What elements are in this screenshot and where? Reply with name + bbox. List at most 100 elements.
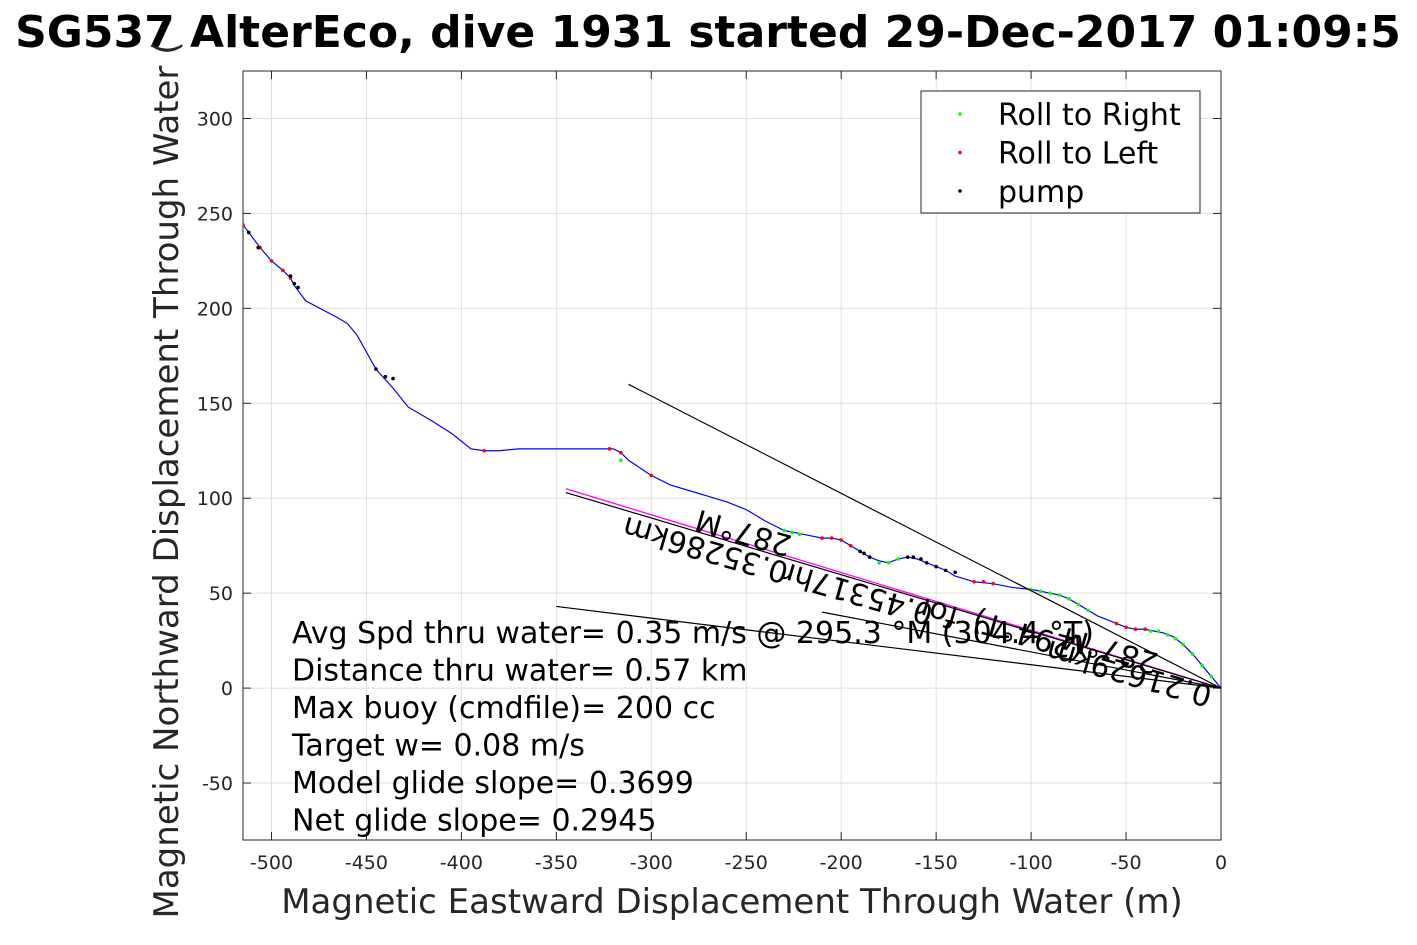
current-vector-line [822, 611, 1222, 689]
pump-marker [924, 560, 929, 565]
pump-marker [943, 568, 948, 573]
roll-left-marker [848, 543, 853, 548]
roll-left-marker [1143, 627, 1147, 632]
pump-marker [858, 549, 862, 554]
roll-left-marker [619, 450, 623, 455]
pump-marker [867, 555, 872, 559]
series [243, 223, 1221, 689]
roll-left-marker [991, 581, 995, 586]
y-axis-label: Magnetic Northward Displacement Through … [147, 42, 187, 919]
x-tick-label: -200 [820, 852, 863, 874]
roll-left-marker [829, 536, 834, 540]
roll-right-marker [1067, 597, 1071, 601]
pump-marker [296, 285, 300, 290]
plot-area-frame [242, 70, 1222, 841]
x-tick-label: 0 [1215, 852, 1227, 874]
pump-marker [288, 274, 293, 278]
roll-right-marker [1156, 629, 1161, 633]
legend-marker [958, 150, 962, 155]
legend-label: Roll to Right [998, 98, 1181, 133]
x-tick-label: -250 [725, 852, 768, 874]
roll-right-marker [1048, 591, 1052, 595]
roll-right-marker [1173, 636, 1178, 641]
roll-right-marker [1057, 593, 1062, 597]
roll-right-marker [1190, 652, 1195, 656]
stats-annotation: Max buoy (cmdfile)= 200 cc [292, 691, 716, 726]
roll-left-marker [243, 223, 245, 227]
current-vector-line [556, 605, 1222, 689]
roll-left-marker [972, 579, 976, 584]
legend-marker [958, 112, 962, 116]
roll-right-marker [1038, 589, 1043, 594]
pump-marker [905, 555, 910, 559]
x-axis-label: Magnetic Eastward Displacement Through W… [281, 882, 1183, 922]
legend-label: Roll to Left [998, 137, 1158, 172]
dive-track-line [243, 224, 1221, 689]
y-tick-label: 50 [209, 583, 233, 605]
roll-right-marker [790, 530, 794, 535]
x-tick-label: -100 [1010, 852, 1053, 874]
roll-right-marker [1148, 629, 1153, 633]
y-tick-label: 100 [197, 488, 233, 510]
roll-left-marker [1133, 627, 1138, 632]
roll-right-marker [1200, 663, 1204, 668]
y-tick-label: 300 [197, 108, 233, 130]
y-tick-label: 200 [197, 298, 233, 320]
legend-box [920, 90, 1201, 214]
legend-label: pump [998, 175, 1084, 210]
roll-right-marker [1076, 602, 1081, 607]
roll-left-marker [839, 538, 843, 542]
y-tick-label: 250 [197, 203, 233, 225]
roll-right-marker [619, 458, 623, 463]
roll-right-marker [1166, 633, 1170, 637]
roll-right-marker [782, 528, 787, 533]
pump-marker [374, 367, 378, 371]
x-tick-label: -450 [345, 852, 388, 874]
x-tick-label: -350 [535, 852, 578, 874]
roll-right-marker [1086, 608, 1090, 613]
roll-right-marker [1181, 642, 1185, 647]
annotations: Avg Spd thru water= 0.35 m/s @ 295.3 °M … [291, 616, 1094, 839]
y-tick-label: 150 [197, 393, 233, 415]
chart-title: SG537 AlterEco, dive 1931 started 29-Dec… [15, 7, 1401, 58]
pump-marker [256, 245, 260, 250]
stats-annotation: Net glide slope= 0.2945 [292, 804, 656, 839]
roll-left-marker [269, 259, 274, 263]
stats-annotation: Model glide slope= 0.3699 [292, 766, 694, 801]
pump-marker [246, 230, 251, 235]
stats-annotation: Avg Spd thru water= 0.35 m/s @ 295.3 °M … [292, 616, 1094, 651]
roll-left-marker [1124, 625, 1128, 630]
x-tick-label: -150 [915, 852, 958, 874]
pump-marker [383, 374, 388, 379]
roll-left-marker [649, 473, 654, 478]
roll-right-marker [886, 560, 891, 565]
pump-marker [391, 376, 395, 381]
stats-annotation: Target w= 0.08 m/s [291, 729, 585, 764]
roll-left-marker [607, 447, 612, 451]
x-tick-label: -50 [1111, 852, 1142, 874]
roll-right-marker [1209, 674, 1214, 679]
roll-right-marker [896, 557, 900, 561]
pump-marker [919, 557, 923, 561]
roll-left-marker [981, 579, 986, 584]
x-tick-label: -300 [630, 852, 673, 874]
vectors [556, 383, 1222, 689]
legend-marker [958, 189, 962, 193]
model-track-line [565, 488, 1221, 689]
roll-left-marker [281, 268, 285, 273]
pump-marker [911, 555, 916, 559]
stats-annotation: Distance thru water= 0.57 km [292, 654, 747, 689]
roll-left-marker [482, 448, 486, 453]
roll-left-marker [1114, 621, 1119, 626]
pump-marker [934, 564, 938, 569]
x-tick-label: -500 [250, 852, 293, 874]
pump-marker [862, 551, 866, 556]
roll-right-marker [797, 532, 802, 537]
x-tick-label: -400 [440, 852, 483, 874]
y-tick-label: -50 [202, 773, 233, 795]
pump-marker [292, 281, 297, 286]
current-vector-line [565, 491, 1222, 689]
y-tick-label: 0 [221, 678, 233, 700]
